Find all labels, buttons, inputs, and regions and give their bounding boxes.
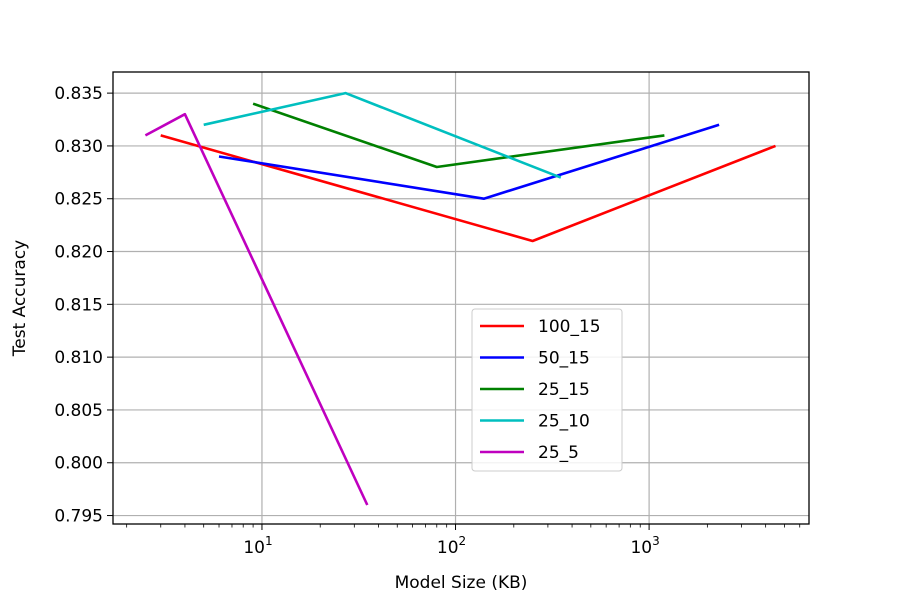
y-tick-label: 0.835: [54, 84, 103, 104]
x-tick-label: 102: [437, 534, 466, 558]
series-lines: [144, 91, 776, 506]
legend: 100_15 50_15 25_15 25_10 25_5: [471, 308, 623, 472]
series-line-25_10: [203, 91, 562, 179]
series-line-50_15: [218, 123, 720, 200]
series-line-100_15: [160, 134, 776, 243]
series-line-25_5: [144, 112, 369, 506]
y-tick-label: 0.815: [54, 295, 103, 315]
legend-label-50_15: 50_15: [538, 349, 590, 369]
x-tick-label: 103: [630, 534, 659, 558]
y-tick-label: 0.830: [54, 137, 103, 157]
y-tick-label: 0.800: [54, 454, 103, 474]
y-tick-label: 0.795: [54, 507, 103, 527]
plot-frame: [112, 71, 810, 525]
y-tick-label: 0.810: [54, 348, 103, 368]
y-tick-label: 0.825: [54, 190, 103, 210]
x-tick-label: 101: [243, 534, 272, 558]
y-axis-label: Test Accuracy: [10, 240, 30, 358]
y-tick-label: 0.805: [54, 401, 103, 421]
axis-ticks: 0.795 0.800 0.805 0.810 0.815 0.820 0.825 0.830…: [54, 84, 801, 558]
legend-label-25_15: 25_15: [538, 380, 590, 400]
legend-box: [471, 308, 623, 472]
legend-label-25_10: 25_10: [538, 412, 590, 432]
series-line-25_15: [252, 102, 665, 169]
legend-label-25_5: 25_5: [538, 443, 579, 463]
legend-label-100_15: 100_15: [538, 317, 601, 337]
x-axis-label: Model Size (KB): [395, 573, 528, 593]
y-tick-label: 0.820: [54, 243, 103, 263]
